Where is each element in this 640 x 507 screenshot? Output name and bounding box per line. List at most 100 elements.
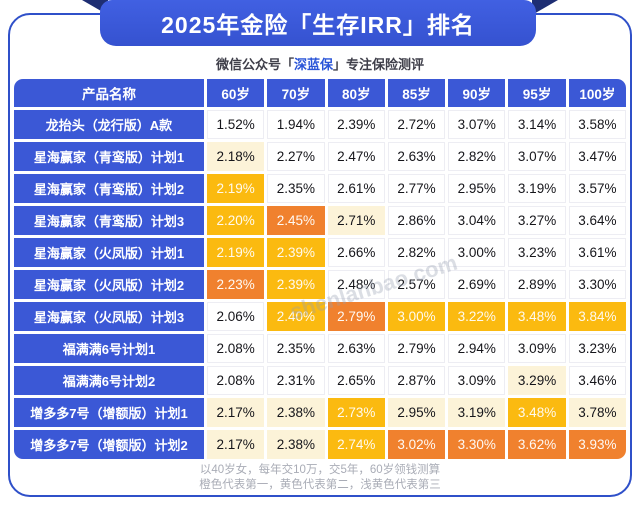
irr-value-cell: 3.30% <box>448 430 506 459</box>
irr-value-cell: 2.82% <box>387 238 446 267</box>
footnote: 以40岁女，每年交10万，交5年，60岁领钱测算 橙色代表第一，黄色代表第二，浅… <box>0 463 640 493</box>
irr-value-cell: 2.94% <box>448 334 506 363</box>
irr-value-cell: 3.93% <box>568 430 626 459</box>
irr-value-cell: 3.07% <box>448 110 506 139</box>
irr-value-cell: 2.86% <box>387 206 446 235</box>
irr-value-cell: 3.84% <box>568 302 626 331</box>
subtitle-suffix: 」专注保险测评 <box>333 57 425 72</box>
column-header-age: 60岁 <box>207 79 265 107</box>
product-name-cell: 增多多7号（增额版）计划1 <box>14 398 204 427</box>
product-name-cell: 星海赢家（青鸾版）计划1 <box>14 142 204 171</box>
irr-ranking-table: 产品名称 60岁 70岁 80岁 85岁 90岁 95岁 100岁 龙抬头（龙行版）A款 1.52… <box>14 79 626 459</box>
irr-value-cell: 2.77% <box>387 174 446 203</box>
irr-value-cell: 2.17% <box>207 398 265 427</box>
irr-value-cell: 3.62% <box>508 430 566 459</box>
irr-value-cell: 2.74% <box>327 430 385 459</box>
irr-value-cell: 2.45% <box>267 206 325 235</box>
irr-value-cell: 2.79% <box>327 302 385 331</box>
irr-value-cell: 2.63% <box>327 334 385 363</box>
irr-value-cell: 3.02% <box>387 430 446 459</box>
irr-value-cell: 3.46% <box>568 366 626 395</box>
irr-value-cell: 2.47% <box>327 142 385 171</box>
irr-value-cell: 2.57% <box>387 270 446 299</box>
irr-value-cell: 2.35% <box>267 174 325 203</box>
irr-value-cell: 2.48% <box>327 270 385 299</box>
irr-value-cell: 2.82% <box>448 142 506 171</box>
irr-value-cell: 2.89% <box>508 270 566 299</box>
product-name-cell: 增多多7号（增额版）计划2 <box>14 430 204 459</box>
irr-value-cell: 3.30% <box>568 270 626 299</box>
product-name-cell: 福满满6号计划1 <box>14 334 204 363</box>
column-header-age: 100岁 <box>568 79 626 107</box>
irr-value-cell: 2.73% <box>327 398 385 427</box>
irr-value-cell: 3.22% <box>448 302 506 331</box>
irr-value-cell: 3.23% <box>568 334 626 363</box>
irr-value-cell: 3.61% <box>568 238 626 267</box>
irr-value-cell: 2.23% <box>207 270 265 299</box>
irr-value-cell: 2.69% <box>448 270 506 299</box>
subtitle-prefix: 微信公众号「 <box>215 57 294 72</box>
irr-value-cell: 2.95% <box>448 174 506 203</box>
column-header-age: 90岁 <box>448 79 506 107</box>
irr-value-cell: 3.09% <box>508 334 566 363</box>
column-header-age: 85岁 <box>387 79 446 107</box>
irr-value-cell: 1.52% <box>207 110 265 139</box>
irr-value-cell: 2.18% <box>207 142 265 171</box>
irr-value-cell: 2.17% <box>207 430 265 459</box>
product-name-cell: 星海赢家（火凤版）计划2 <box>14 270 204 299</box>
irr-value-cell: 2.71% <box>327 206 385 235</box>
irr-value-cell: 2.38% <box>267 430 325 459</box>
column-header-product-name: 产品名称 <box>14 79 204 107</box>
irr-value-cell: 3.58% <box>568 110 626 139</box>
irr-value-cell: 1.94% <box>267 110 325 139</box>
product-name-cell: 星海赢家（青鸾版）计划2 <box>14 174 204 203</box>
column-header-age: 80岁 <box>327 79 385 107</box>
irr-value-cell: 3.14% <box>508 110 566 139</box>
irr-value-cell: 2.65% <box>327 366 385 395</box>
irr-value-cell: 2.35% <box>267 334 325 363</box>
irr-value-cell: 2.40% <box>267 302 325 331</box>
irr-value-cell: 2.20% <box>207 206 265 235</box>
irr-value-cell: 3.27% <box>508 206 566 235</box>
product-name-cell: 星海赢家（火凤版）计划1 <box>14 238 204 267</box>
irr-value-cell: 3.19% <box>448 398 506 427</box>
irr-value-cell: 2.19% <box>207 174 265 203</box>
product-name-cell: 星海赢家（火凤版）计划3 <box>14 302 204 331</box>
irr-value-cell: 2.19% <box>207 238 265 267</box>
irr-value-cell: 3.23% <box>508 238 566 267</box>
irr-value-cell: 3.57% <box>568 174 626 203</box>
irr-value-cell: 2.72% <box>387 110 446 139</box>
irr-value-cell: 2.39% <box>267 270 325 299</box>
irr-value-cell: 3.07% <box>508 142 566 171</box>
product-name-cell: 福满满6号计划2 <box>14 366 204 395</box>
subtitle: 微信公众号「深蓝保」专注保险测评 <box>0 54 640 73</box>
irr-value-cell: 3.19% <box>508 174 566 203</box>
irr-value-cell: 2.08% <box>207 334 265 363</box>
product-name-cell: 星海赢家（青鸾版）计划3 <box>14 206 204 235</box>
irr-value-cell: 3.64% <box>568 206 626 235</box>
irr-value-cell: 3.48% <box>508 302 566 331</box>
irr-value-cell: 3.00% <box>448 238 506 267</box>
column-header-age: 70岁 <box>267 79 325 107</box>
irr-value-cell: 2.27% <box>267 142 325 171</box>
irr-value-cell: 2.06% <box>207 302 265 331</box>
page-title: 2025年金险「生存IRR」排名 <box>161 12 475 38</box>
footnote-line2: 橙色代表第一，黄色代表第二，浅黄色代表第三 <box>199 479 441 491</box>
footnote-line1: 以40岁女，每年交10万，交5年，60岁领钱测算 <box>199 464 441 476</box>
irr-value-cell: 2.39% <box>327 110 385 139</box>
column-header-age: 95岁 <box>508 79 566 107</box>
irr-value-cell: 2.39% <box>267 238 325 267</box>
irr-value-cell: 3.48% <box>508 398 566 427</box>
irr-value-cell: 3.78% <box>568 398 626 427</box>
irr-value-cell: 2.87% <box>387 366 446 395</box>
irr-value-cell: 2.31% <box>267 366 325 395</box>
irr-value-cell: 2.61% <box>327 174 385 203</box>
irr-value-cell: 2.08% <box>207 366 265 395</box>
irr-value-cell: 2.63% <box>387 142 446 171</box>
title-banner: 2025年金险「生存IRR」排名 <box>100 0 536 46</box>
brand-name: 深蓝保 <box>293 57 333 72</box>
irr-value-cell: 2.66% <box>327 238 385 267</box>
irr-value-cell: 3.29% <box>508 366 566 395</box>
irr-value-cell: 2.95% <box>387 398 446 427</box>
irr-value-cell: 3.00% <box>387 302 446 331</box>
